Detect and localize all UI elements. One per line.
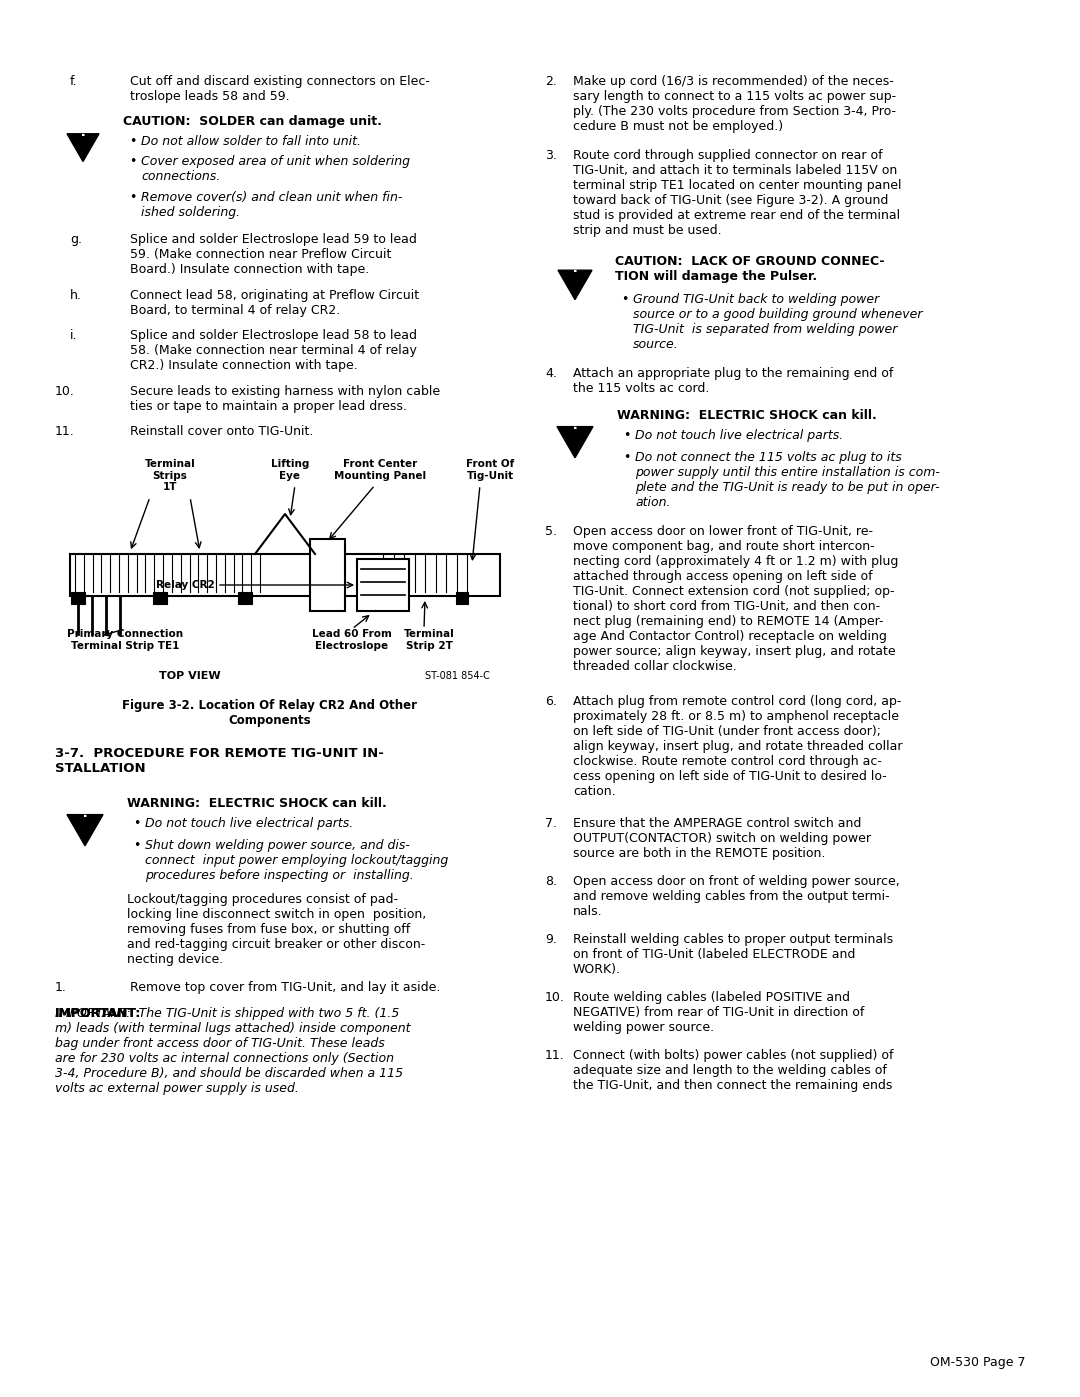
Text: Make up cord (16/3 is recommended) of the neces-
sary length to connect to a 115: Make up cord (16/3 is recommended) of th… <box>573 75 896 133</box>
Text: f.: f. <box>70 75 78 88</box>
Text: g.: g. <box>70 233 82 246</box>
Text: Front Center
Mounting Panel: Front Center Mounting Panel <box>334 460 427 481</box>
Polygon shape <box>67 814 103 845</box>
Text: Ensure that the AMPERAGE control switch and
OUTPUT(CONTACTOR) switch on welding : Ensure that the AMPERAGE control switch … <box>573 817 870 861</box>
Text: Do not touch live electrical parts.: Do not touch live electrical parts. <box>145 817 353 830</box>
Text: Do not touch live electrical parts.: Do not touch live electrical parts. <box>635 429 843 441</box>
Text: Connect (with bolts) power cables (not supplied) of
adequate size and length to : Connect (with bolts) power cables (not s… <box>573 1049 893 1092</box>
Text: Reinstall welding cables to proper output terminals
on front of TIG-Unit (labele: Reinstall welding cables to proper outpu… <box>573 933 893 977</box>
Polygon shape <box>558 270 592 299</box>
Text: Open access door on front of welding power source,
and remove welding cables fro: Open access door on front of welding pow… <box>573 875 900 918</box>
Bar <box>153 592 167 604</box>
Text: CAUTION:  LACK OF GROUND CONNEC-
TION will damage the Pulser.: CAUTION: LACK OF GROUND CONNEC- TION wil… <box>615 256 885 284</box>
Text: Splice and solder Electroslope lead 59 to lead
59. (Make connection near Preflow: Splice and solder Electroslope lead 59 t… <box>130 233 417 277</box>
Text: Figure 3-2. Location Of Relay CR2 And Other
Components: Figure 3-2. Location Of Relay CR2 And Ot… <box>122 698 418 726</box>
Text: •: • <box>133 817 140 830</box>
Text: Lifting
Eye: Lifting Eye <box>271 460 309 481</box>
Text: Shut down welding power source, and dis-
connect  input power employing lockout/: Shut down welding power source, and dis-… <box>145 840 448 882</box>
Text: 3-7.  PROCEDURE FOR REMOTE TIG-UNIT IN-
STALLATION: 3-7. PROCEDURE FOR REMOTE TIG-UNIT IN- S… <box>55 747 383 775</box>
Polygon shape <box>557 426 593 458</box>
Text: OM-530 Page 7: OM-530 Page 7 <box>930 1356 1025 1369</box>
Text: 5.: 5. <box>545 525 557 538</box>
Bar <box>456 592 468 604</box>
Text: •: • <box>129 191 136 204</box>
Text: WARNING:  ELECTRIC SHOCK can kill.: WARNING: ELECTRIC SHOCK can kill. <box>617 409 877 422</box>
Text: WARNING:  ELECTRIC SHOCK can kill.: WARNING: ELECTRIC SHOCK can kill. <box>127 798 387 810</box>
Text: Terminal
Strip 2T: Terminal Strip 2T <box>404 629 455 651</box>
Text: Remove cover(s) and clean unit when fin-
ished soldering.: Remove cover(s) and clean unit when fin-… <box>141 191 403 219</box>
Text: •: • <box>623 451 631 464</box>
Text: i.: i. <box>70 330 78 342</box>
Text: IMPORTANT:  The TIG-Unit is shipped with two 5 ft. (1.5
m) leads (with terminal : IMPORTANT: The TIG-Unit is shipped with … <box>55 1007 410 1095</box>
Text: CAUTION:  SOLDER can damage unit.: CAUTION: SOLDER can damage unit. <box>123 115 382 129</box>
Text: Relay CR2: Relay CR2 <box>157 580 215 590</box>
Bar <box>71 592 85 604</box>
Text: 6.: 6. <box>545 694 557 708</box>
Bar <box>238 592 252 604</box>
Text: TOP VIEW: TOP VIEW <box>159 671 220 680</box>
Text: 8.: 8. <box>545 875 557 888</box>
Bar <box>70 555 500 597</box>
Text: 11.: 11. <box>55 425 75 439</box>
Text: Lockout/tagging procedures consist of pad-
locking line disconnect switch in ope: Lockout/tagging procedures consist of pa… <box>127 893 427 965</box>
Text: Secure leads to existing harness with nylon cable
ties or tape to maintain a pro: Secure leads to existing harness with ny… <box>130 386 441 414</box>
Polygon shape <box>67 134 99 162</box>
Text: 10.: 10. <box>55 386 75 398</box>
Text: Open access door on lower front of TIG-Unit, re-
move component bag, and route s: Open access door on lower front of TIG-U… <box>573 525 899 673</box>
Text: •: • <box>133 840 140 852</box>
Text: 4.: 4. <box>545 367 557 380</box>
Text: IMPORTANT:: IMPORTANT: <box>55 1007 141 1020</box>
Text: Attach an appropriate plug to the remaining end of
the 115 volts ac cord.: Attach an appropriate plug to the remain… <box>573 367 893 395</box>
Text: Cut off and discard existing connectors on Elec-
troslope leads 58 and 59.: Cut off and discard existing connectors … <box>130 75 430 103</box>
Text: 3.: 3. <box>545 149 557 162</box>
Text: !: ! <box>571 418 578 432</box>
Bar <box>310 539 345 610</box>
Text: Remove top cover from TIG-Unit, and lay it aside.: Remove top cover from TIG-Unit, and lay … <box>130 981 441 995</box>
Text: •: • <box>129 155 136 168</box>
Text: Route cord through supplied connector on rear of
TIG-Unit, and attach it to term: Route cord through supplied connector on… <box>573 149 902 237</box>
Text: Lead 60 From
Electroslope: Lead 60 From Electroslope <box>312 629 392 651</box>
Text: Do not connect the 115 volts ac plug to its
power supply until this entire insta: Do not connect the 115 volts ac plug to … <box>635 451 940 509</box>
Text: 2.: 2. <box>545 75 557 88</box>
Text: •: • <box>129 136 136 148</box>
Text: h.: h. <box>70 289 82 302</box>
Text: Do not allow solder to fall into unit.: Do not allow solder to fall into unit. <box>141 136 361 148</box>
Text: IMPORTANT:: IMPORTANT: <box>55 1007 141 1020</box>
Text: 9.: 9. <box>545 933 557 946</box>
Text: !: ! <box>82 806 89 820</box>
Text: !: ! <box>80 124 86 138</box>
Text: Terminal
Strips
1T: Terminal Strips 1T <box>145 460 195 492</box>
Text: Primary Connection
Terminal Strip TE1: Primary Connection Terminal Strip TE1 <box>67 629 184 651</box>
Text: Cover exposed area of unit when soldering
connections.: Cover exposed area of unit when solderin… <box>141 155 410 183</box>
Text: Splice and solder Electroslope lead 58 to lead
58. (Make connection near termina: Splice and solder Electroslope lead 58 t… <box>130 330 417 372</box>
Text: Front Of
Tig-Unit: Front Of Tig-Unit <box>465 460 514 481</box>
Text: Attach plug from remote control cord (long cord, ap-
proximately 28 ft. or 8.5 m: Attach plug from remote control cord (lo… <box>573 694 903 798</box>
Bar <box>357 559 409 610</box>
Text: ST-081 854-C: ST-081 854-C <box>426 671 490 680</box>
Text: •: • <box>623 429 631 441</box>
Text: Connect lead 58, originating at Preflow Circuit
Board, to terminal 4 of relay CR: Connect lead 58, originating at Preflow … <box>130 289 419 317</box>
Text: Reinstall cover onto TIG-Unit.: Reinstall cover onto TIG-Unit. <box>130 425 313 439</box>
Text: 11.: 11. <box>545 1049 565 1062</box>
Text: Route welding cables (labeled POSITIVE and
NEGATIVE) from rear of TIG-Unit in di: Route welding cables (labeled POSITIVE a… <box>573 990 864 1034</box>
Text: Ground TIG-Unit back to welding power
source or to a good building ground whenev: Ground TIG-Unit back to welding power so… <box>633 293 922 351</box>
Text: !: ! <box>571 261 578 275</box>
Text: 1.: 1. <box>55 981 67 995</box>
Text: •: • <box>621 293 629 306</box>
Text: 7.: 7. <box>545 817 557 830</box>
Text: 10.: 10. <box>545 990 565 1004</box>
